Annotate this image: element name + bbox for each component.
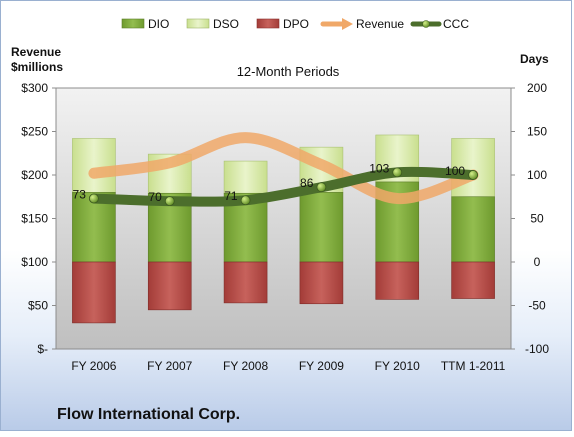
legend-label-dso: DSO — [213, 17, 239, 31]
legend-arrow-revenue — [342, 18, 353, 30]
ccc-line — [88, 166, 479, 207]
plot-area — [55, 87, 512, 350]
right-tick-label: 50 — [530, 212, 544, 226]
ccc-data-label: 70 — [148, 190, 162, 204]
ccc-data-label: 86 — [300, 176, 314, 190]
right-tick-label: -100 — [525, 342, 549, 356]
left-tick-label: $250 — [21, 125, 48, 139]
legend: DIO DSO DPO Revenue CCC — [121, 17, 469, 31]
bar-dio — [451, 196, 495, 263]
x-tick-label: FY 2006 — [71, 359, 116, 373]
ccc-data-label: 73 — [73, 187, 87, 201]
right-axis-label: Days — [520, 52, 549, 66]
ccc-point — [164, 196, 175, 207]
company-name: Flow International Corp. — [57, 406, 241, 423]
ccc-point — [468, 170, 478, 180]
legend-marker-ccc — [422, 20, 430, 28]
bar-dpo — [223, 261, 268, 304]
x-tick-label: TTM 1-2011 — [441, 359, 506, 373]
left-axis-ticks: $- $50 $100 $150 $200 $250 $300 — [21, 81, 56, 356]
left-tick-label: $50 — [28, 299, 48, 313]
ccc-point — [240, 195, 251, 206]
right-tick-label: -50 — [528, 299, 546, 313]
bar-dpo — [299, 261, 344, 305]
legend-label-dpo: DPO — [283, 17, 309, 31]
left-tick-label: $100 — [21, 255, 48, 269]
ccc-data-label: 71 — [224, 189, 238, 203]
x-tick-label: FY 2010 — [375, 359, 420, 373]
left-tick-label: $200 — [21, 168, 48, 182]
bar-dio — [299, 192, 344, 263]
ccc-line-layer: 73 70 71 86 103 100 — [73, 161, 479, 207]
x-tick-label: FY 2007 — [147, 359, 192, 373]
bars-layer — [72, 134, 495, 324]
x-tick-label: FY 2009 — [299, 359, 344, 373]
legend-swatch-dio — [121, 18, 145, 29]
right-tick-label: 200 — [527, 81, 547, 95]
revenue-line — [88, 132, 479, 204]
right-tick-label: 100 — [527, 168, 547, 182]
ccc-point — [89, 193, 99, 204]
left-tick-label: $150 — [21, 212, 48, 226]
bar-dpo — [72, 261, 116, 324]
ccc-data-label: 103 — [369, 161, 389, 175]
right-tick-label: 0 — [534, 255, 541, 269]
legend-label-dio: DIO — [148, 17, 169, 31]
legend-swatch-dpo — [256, 18, 280, 29]
bar-dpo — [147, 261, 192, 311]
chart-title: 12-Month Periods — [237, 64, 340, 79]
right-axis-ticks: -100 -50 0 50 100 150 200 — [511, 81, 549, 356]
left-axis-label-line1: Revenue — [11, 45, 61, 59]
right-tick-label: 150 — [527, 125, 547, 139]
x-tick-label: FY 2008 — [223, 359, 268, 373]
revenue-line-layer — [88, 132, 479, 204]
left-tick-label: $- — [37, 342, 48, 356]
bar-dpo — [375, 261, 420, 300]
bar-dso — [72, 138, 116, 193]
left-axis-label-line2: $millions — [11, 60, 63, 74]
legend-label-ccc: CCC — [443, 17, 469, 31]
x-axis-ticks: FY 2006 FY 2007 FY 2008 FY 2009 FY 2010 TTM 1… — [71, 359, 505, 373]
bar-dpo — [451, 261, 495, 299]
legend-label-revenue: Revenue — [356, 17, 404, 31]
ccc-point — [316, 182, 327, 193]
ccc-data-label: 100 — [445, 164, 465, 178]
bar-dso — [223, 160, 268, 194]
bar-dso — [451, 138, 495, 198]
left-tick-label: $300 — [21, 81, 48, 95]
ccc-point — [392, 167, 403, 178]
legend-swatch-dso — [186, 18, 210, 29]
